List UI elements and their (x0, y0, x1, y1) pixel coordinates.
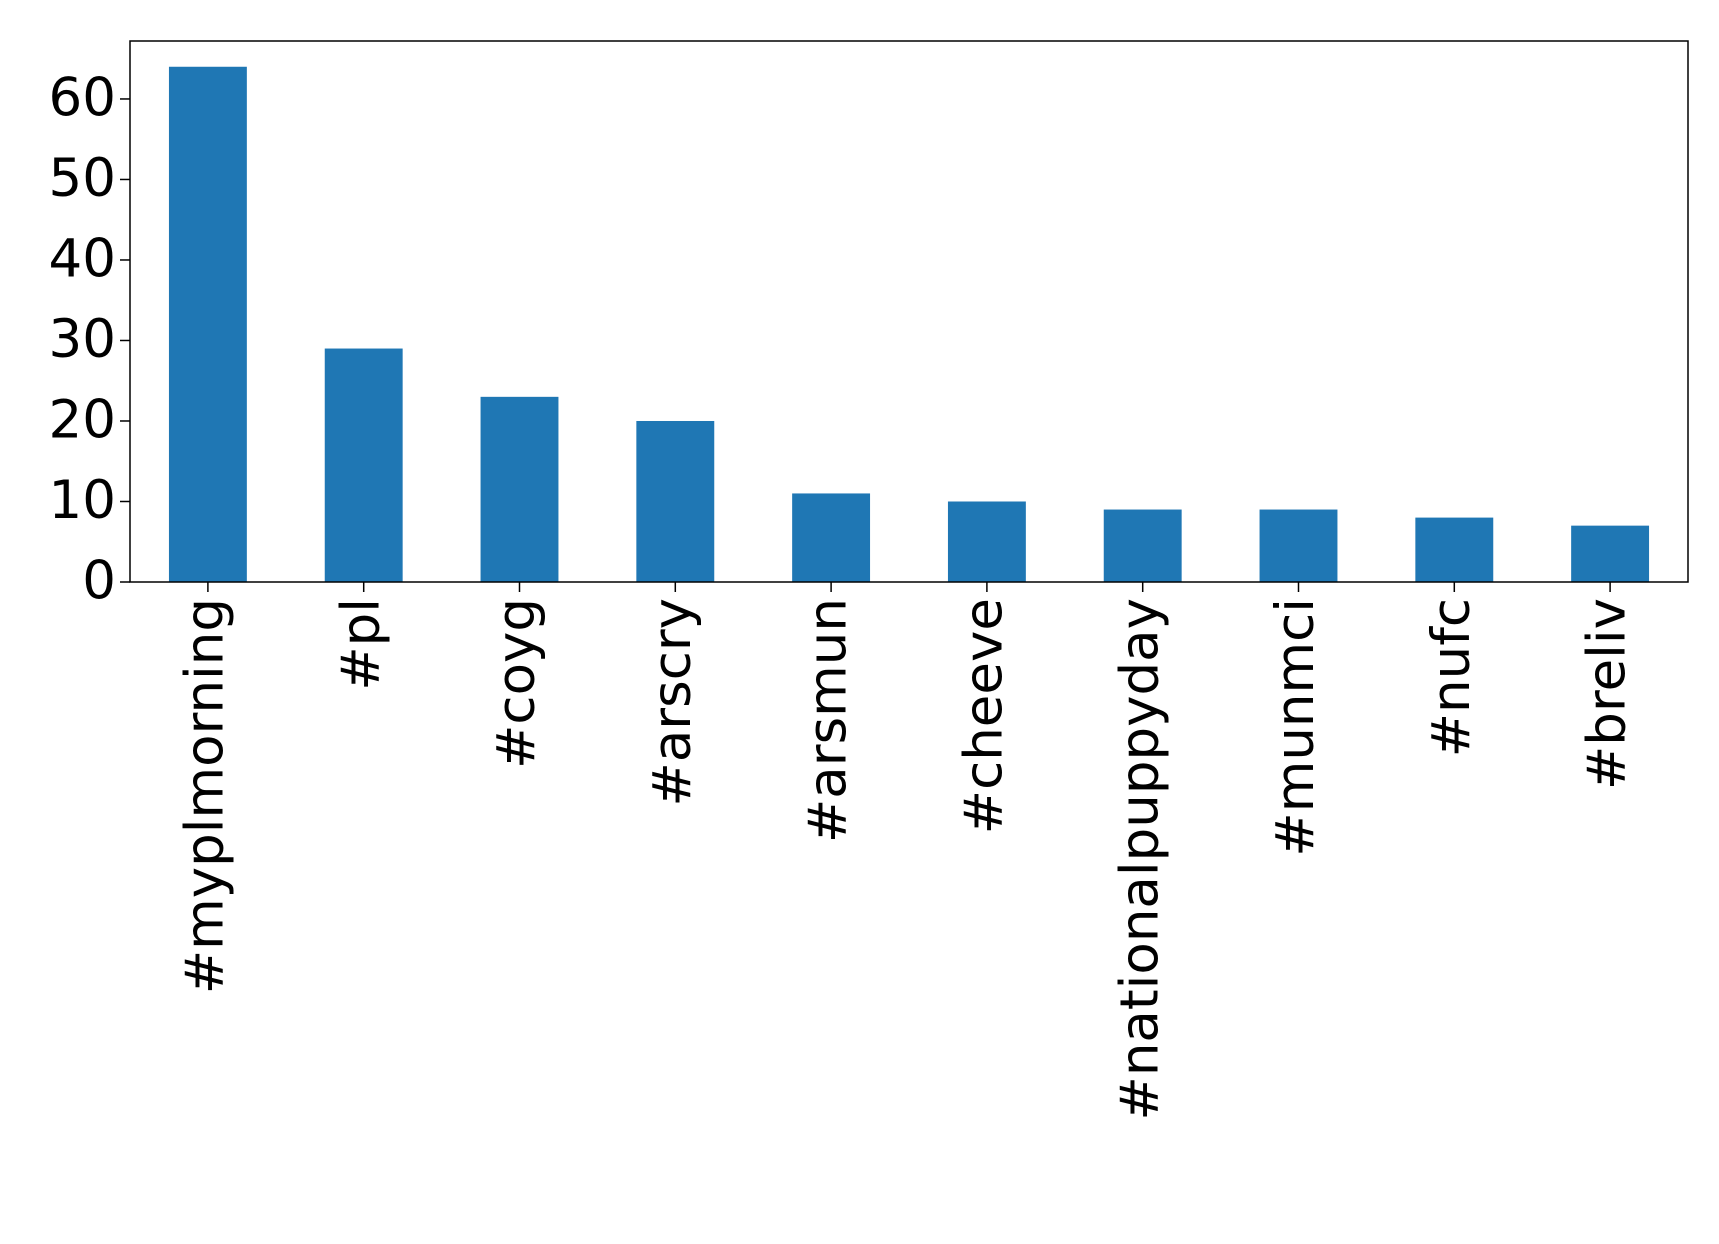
bar (324, 348, 403, 582)
bar (792, 493, 871, 582)
bar (636, 420, 715, 582)
x-tick-label: #munmci (1265, 598, 1326, 857)
x-tick-label: #nationalpuppyday (1109, 598, 1170, 1121)
x-tick-label: #arscry (642, 598, 703, 807)
bar (1571, 525, 1650, 582)
x-tick-label: #breliv (1577, 598, 1638, 790)
bar (1415, 517, 1494, 582)
bar (1259, 509, 1338, 582)
plot-frame (129, 40, 1689, 583)
x-tick-label: #myplmorning (175, 598, 236, 994)
bar (947, 501, 1026, 582)
bar (1103, 509, 1182, 582)
bar (168, 66, 247, 582)
y-tick-label: 50 (49, 148, 116, 209)
y-tick-label: 10 (49, 470, 116, 531)
y-tick-label: 30 (49, 309, 116, 370)
y-tick-label: 0 (82, 551, 116, 612)
x-tick-label: #arsmun (798, 598, 859, 843)
y-tick-label: 40 (49, 229, 116, 290)
y-tick-label: 60 (49, 68, 116, 129)
x-tick-label: #pl (330, 598, 391, 691)
bar (480, 396, 559, 582)
y-tick-label: 20 (49, 390, 116, 451)
x-tick-label: #cheeve (954, 598, 1015, 834)
x-tick-label: #coyg (486, 598, 547, 769)
x-tick-label: #nufc (1421, 598, 1482, 757)
